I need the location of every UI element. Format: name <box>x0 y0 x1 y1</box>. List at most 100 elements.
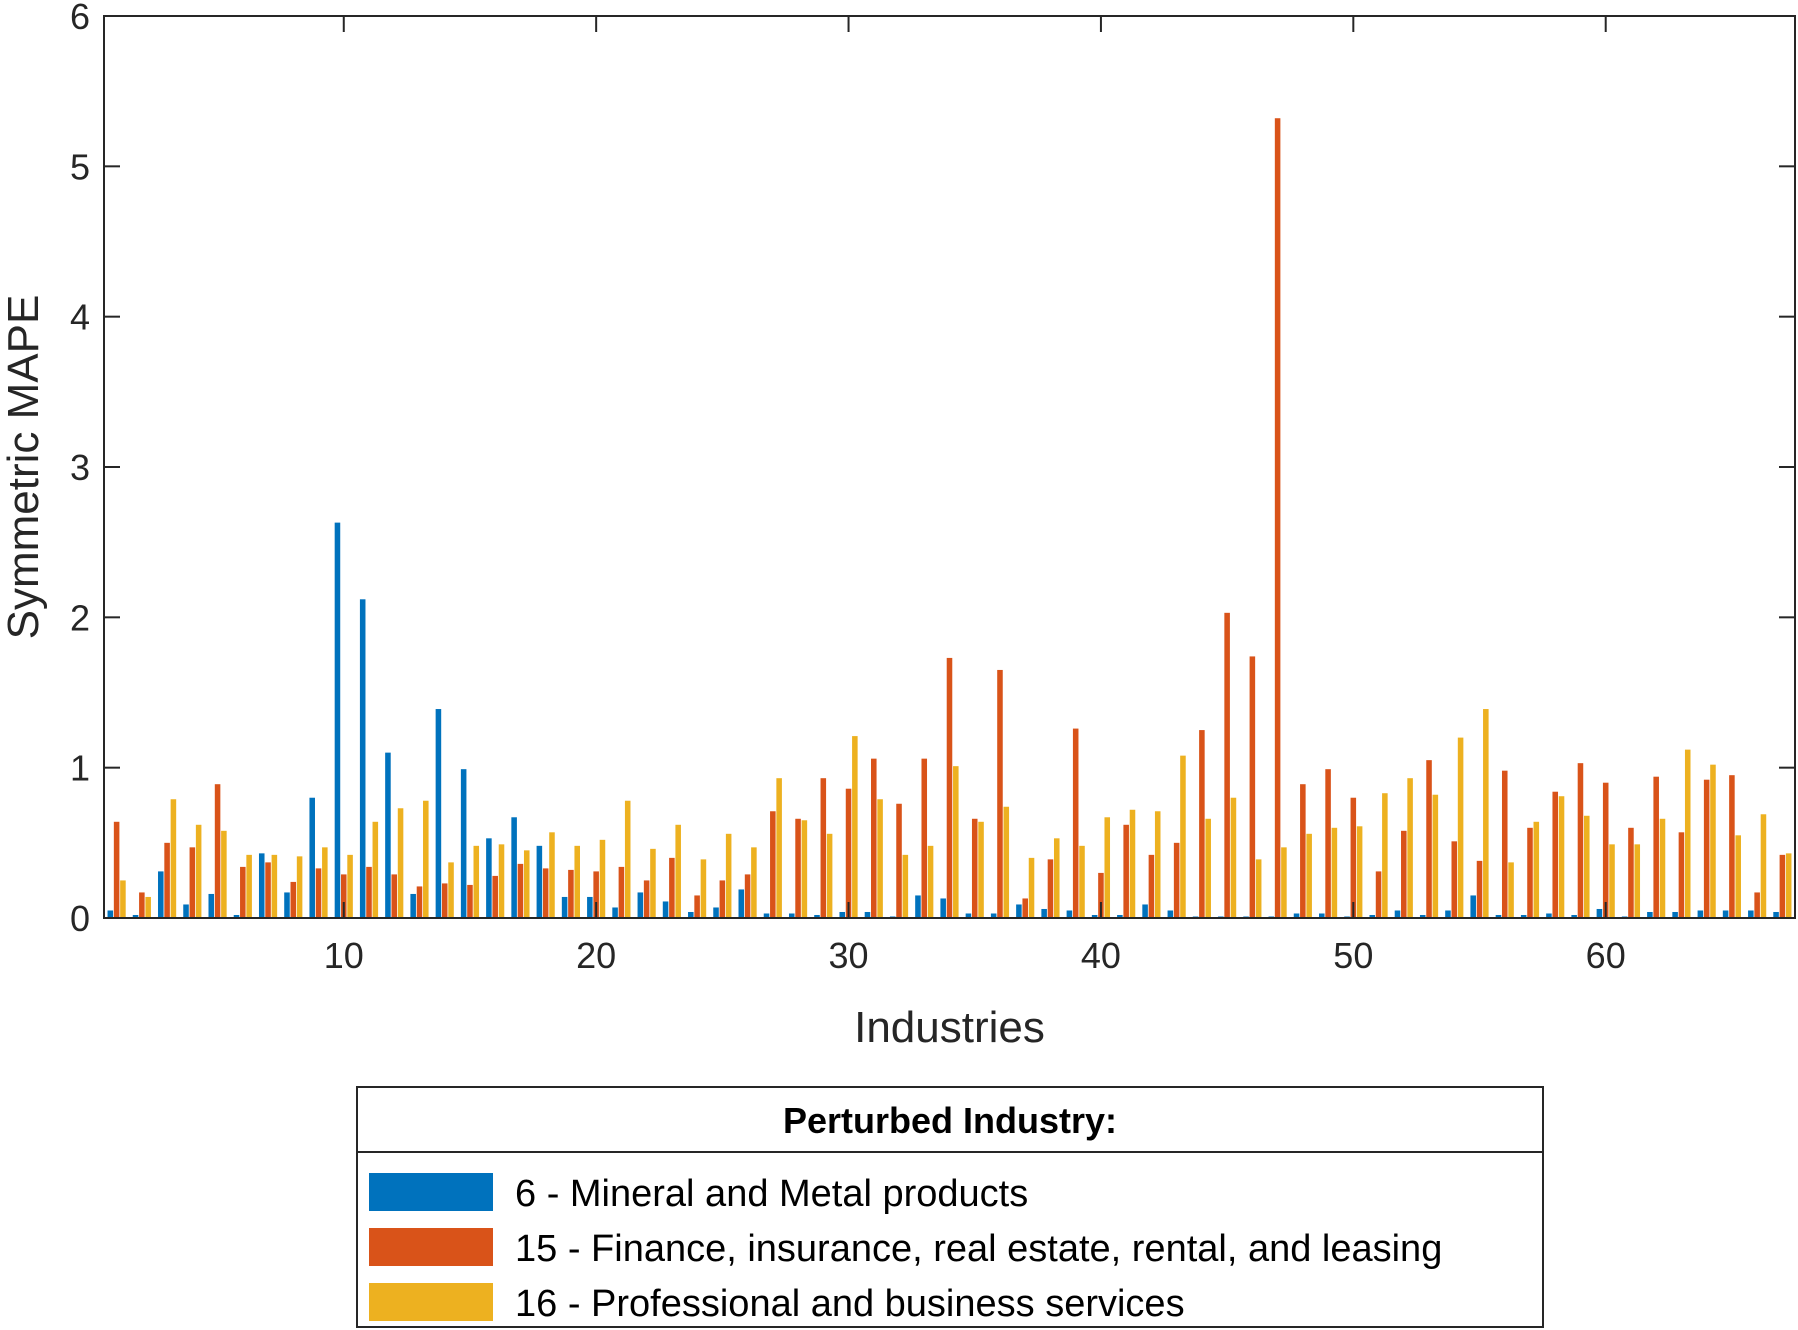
bar-s3-x45 <box>1230 797 1237 918</box>
bar-s3-x13 <box>423 800 429 918</box>
bar-s3-x27 <box>776 778 782 918</box>
bar-s2-x52 <box>1401 830 1407 918</box>
bar-s3-x20 <box>599 839 606 918</box>
bar-s3-x48 <box>1306 833 1312 918</box>
bar-s2-x29 <box>820 778 827 918</box>
bar-s3-x46 <box>1255 859 1262 918</box>
legend-label-2: 15 - Finance, insurance, real estate, re… <box>515 1228 1442 1270</box>
bar-s1-x35 <box>965 913 972 918</box>
bar-s3-x56 <box>1508 862 1514 918</box>
bar-s1-x54 <box>1445 910 1451 918</box>
bar-s3-x35 <box>978 821 984 918</box>
bar-s2-x14 <box>441 883 448 918</box>
bar-s2-x21 <box>618 866 625 918</box>
bar-s2-x65 <box>1729 775 1735 918</box>
bar-s3-x22 <box>650 848 656 918</box>
bar-s1-x27 <box>763 913 770 918</box>
bar-s2-x38 <box>1047 859 1054 918</box>
bar-s3-x28 <box>801 820 808 918</box>
bar-s3-x58 <box>1558 796 1565 918</box>
bar-s1-x34 <box>940 898 946 918</box>
legend-swatch-3 <box>369 1283 493 1321</box>
bar-s2-x66 <box>1754 892 1760 918</box>
bar-s3-x44 <box>1205 818 1211 918</box>
bar-s3-x1 <box>120 880 126 918</box>
bar-s2-x15 <box>467 884 473 918</box>
bar-s3-x9 <box>322 847 328 918</box>
bar-s3-x30 <box>852 736 858 918</box>
legend-label-1: 6 - Mineral and Metal products <box>515 1173 1028 1215</box>
bar-s2-x48 <box>1300 784 1306 918</box>
bar-s1-x49 <box>1319 913 1325 918</box>
bar-s2-x16 <box>492 875 498 918</box>
bar-s3-x32 <box>902 854 909 918</box>
bar-s2-x67 <box>1779 854 1786 918</box>
bar-s2-x55 <box>1476 860 1483 918</box>
bar-s2-x50 <box>1350 797 1357 918</box>
y-tick-label: 4 <box>70 297 90 338</box>
bar-s2-x17 <box>517 863 524 918</box>
bar-s3-x57 <box>1533 821 1540 918</box>
bar-s1-x16 <box>486 838 492 918</box>
bar-s2-x63 <box>1678 832 1685 918</box>
bar-s3-x4 <box>195 824 202 918</box>
bar-s3-x18 <box>549 832 555 918</box>
bar-s2-x6 <box>240 866 246 918</box>
bar-s1-x28 <box>788 913 795 918</box>
bar-s2-x45 <box>1224 612 1230 918</box>
bar-s3-x42 <box>1154 811 1161 918</box>
bar-s2-x40 <box>1098 872 1104 918</box>
bar-s1-x22 <box>637 892 644 918</box>
bar-s3-x15 <box>473 845 480 918</box>
bar-s3-x21 <box>624 800 631 918</box>
bar-s3-x10 <box>347 854 353 918</box>
bar-s2-x36 <box>997 669 1003 918</box>
bar-s2-x62 <box>1653 776 1659 918</box>
x-tick-label: 50 <box>1333 935 1373 976</box>
bar-s3-x3 <box>170 799 177 918</box>
bar-s3-x65 <box>1735 835 1741 918</box>
bar-s1-x1 <box>107 910 114 918</box>
bar-s1-x30 <box>839 911 846 918</box>
bar-s2-x59 <box>1577 763 1584 918</box>
bar-s1-x18 <box>536 845 543 918</box>
bar-s3-x16 <box>498 844 505 918</box>
bar-s1-x59 <box>1571 914 1577 918</box>
bar-s3-x5 <box>221 830 227 918</box>
bar-s2-x47 <box>1274 118 1281 919</box>
bar-s1-x13 <box>410 893 416 918</box>
bar-s3-x11 <box>372 821 379 918</box>
bar-s3-x62 <box>1659 818 1666 918</box>
bar-s2-x7 <box>265 862 271 918</box>
x-tick-label: 30 <box>829 935 869 976</box>
bar-s1-x2 <box>132 914 139 918</box>
bar-s1-x23 <box>662 901 669 918</box>
x-tick-label: 40 <box>1081 935 1121 976</box>
bar-s2-x23 <box>669 857 675 918</box>
bar-s2-x28 <box>795 818 801 918</box>
bar-s2-x64 <box>1703 779 1710 918</box>
x-axis-label: Industries <box>854 1003 1045 1052</box>
bar-s2-x11 <box>366 866 372 918</box>
x-tick-label: 20 <box>576 935 616 976</box>
bar-s1-x42 <box>1142 904 1148 918</box>
bar-s1-x37 <box>1016 904 1022 918</box>
bar-s1-x64 <box>1697 910 1704 918</box>
bars-layer <box>107 118 1792 919</box>
bar-s2-x35 <box>971 818 978 918</box>
bar-s3-x8 <box>296 856 303 918</box>
bar-s3-x64 <box>1710 764 1716 918</box>
bar-s2-x1 <box>113 821 120 918</box>
bar-s3-x38 <box>1053 838 1060 918</box>
bar-s2-x49 <box>1325 769 1331 918</box>
y-tick-label: 0 <box>70 898 90 939</box>
bar-s1-x12 <box>385 752 391 918</box>
bar-s3-x47 <box>1281 847 1287 918</box>
bar-s2-x31 <box>871 758 877 918</box>
bar-s3-x53 <box>1432 794 1439 918</box>
bar-s1-x19 <box>561 896 568 918</box>
bar-s3-x67 <box>1785 853 1792 918</box>
y-tick-label: 1 <box>70 748 90 789</box>
bar-s2-x56 <box>1501 770 1508 918</box>
bar-s2-x19 <box>568 869 574 918</box>
